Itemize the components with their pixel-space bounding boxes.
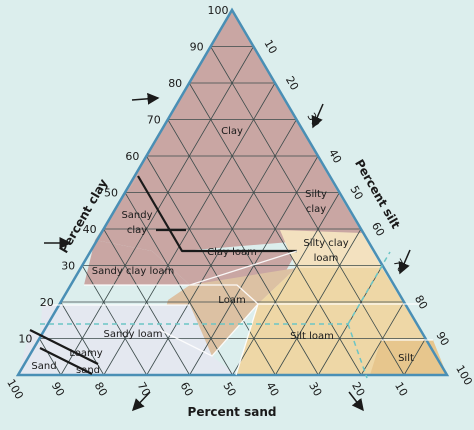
- silt-arrow-mid: [398, 249, 411, 275]
- grid-silt-1: [403, 338, 426, 376]
- clay-tick-70: 70: [147, 114, 161, 127]
- direction-arrows: [44, 92, 411, 412]
- region-silt: [370, 340, 447, 375]
- region-label-silty-clay-loam: Silty clay loam: [303, 238, 348, 264]
- boundary-loamy-sand-top: [29, 329, 99, 365]
- region-labels: Clay Silty clay Sandy clay Clay loam Sandy cla…: [31, 126, 414, 376]
- grid-sand-7: [167, 119, 319, 376]
- sand-tick-10: 10: [392, 380, 410, 399]
- silt-tick-10: 10: [261, 37, 279, 56]
- grid-silt-7: [146, 119, 297, 376]
- silt-tick-50: 50: [347, 183, 365, 202]
- region-label-sandy-clay: Sandy clay: [121, 210, 152, 236]
- sand-tick-30: 30: [306, 380, 324, 399]
- region-label-loamy-sand: Loamy sand: [69, 348, 102, 376]
- grid-sand-5: [124, 192, 233, 376]
- sand-tick-60: 60: [178, 380, 196, 399]
- boundary-clay-loam: [137, 175, 297, 253]
- sand-tick-40: 40: [263, 380, 281, 399]
- sand-tick-80: 80: [92, 380, 110, 399]
- region-sandy-clay: [95, 176, 182, 251]
- region-label-clay-loam: Clay loam: [207, 247, 257, 258]
- clay-arrow-top: [131, 92, 160, 105]
- region-label-silty-clay: Silty clay: [305, 189, 327, 215]
- region-sandy-loam: [40, 305, 236, 375]
- clay-tick-10: 10: [18, 333, 32, 346]
- region-label-sand: Sand: [31, 361, 56, 372]
- guide-lines: [40, 251, 391, 379]
- region-loamy-sand: [30, 330, 98, 374]
- region-label-sandy-clay-loam: Sandy clay loam: [92, 266, 175, 277]
- silt-tick-90: 90: [433, 329, 451, 348]
- clay-tick-40: 40: [83, 223, 97, 236]
- texture-regions: [18, 10, 447, 375]
- sand-tick-100: 100: [4, 377, 26, 402]
- region-label-silt: Silt: [398, 353, 414, 364]
- grid-silt-5: [232, 192, 340, 376]
- silt-arrow-top: [311, 103, 324, 129]
- sand-axis-title: Percent sand: [188, 405, 277, 419]
- region-edges: [42, 250, 433, 376]
- silt-tick-100: 100: [453, 363, 474, 388]
- clay-tick-20: 20: [40, 296, 54, 309]
- region-label-clay: Clay: [221, 126, 243, 137]
- clay-tick-90: 90: [190, 41, 204, 54]
- class-boundaries: [29, 175, 297, 375]
- clay-tick-80: 80: [168, 77, 182, 90]
- clay-tick-60: 60: [125, 150, 139, 163]
- silt-tick-40: 40: [326, 147, 344, 166]
- sand-tick-50: 50: [220, 380, 238, 399]
- clay-tick-100: 100: [208, 4, 229, 17]
- silt-tick-80: 80: [412, 293, 430, 312]
- sand-arrow-left: [131, 391, 151, 412]
- region-clay: [124, 10, 340, 251]
- clay-tick-50: 50: [104, 187, 118, 200]
- silt-tick-60: 60: [369, 220, 387, 239]
- grid-sand-3: [81, 265, 148, 376]
- region-label-silt-loam: Silt loam: [290, 331, 334, 342]
- region-label-loam: Loam: [218, 295, 245, 306]
- grid-sand-1: [39, 338, 62, 376]
- region-label-sandy-loam: Sandy loam: [103, 329, 162, 340]
- region-silty-clay-loam: [280, 230, 382, 268]
- sand-tick-70: 70: [135, 380, 153, 399]
- grid-sand-9: [210, 46, 405, 376]
- grid-lines: [39, 46, 426, 376]
- grid-sand-8: [188, 82, 362, 376]
- grid-silt-8: [103, 82, 276, 376]
- triangle-outline: [15, 7, 450, 377]
- region-sand: [18, 330, 60, 375]
- sand-tick-20: 20: [349, 380, 367, 399]
- clay-tick-30: 30: [61, 260, 75, 273]
- sand-tick-90: 90: [49, 380, 67, 399]
- sand-arrow-right: [348, 391, 364, 412]
- silt-tick-20: 20: [283, 74, 301, 93]
- boundary-sand-loamy: [39, 347, 93, 375]
